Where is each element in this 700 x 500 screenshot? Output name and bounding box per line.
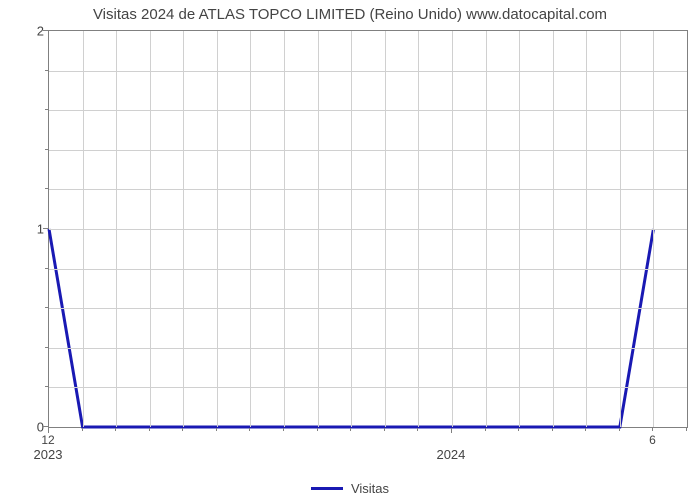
y-tick-label: 2 [4,24,44,39]
x-tick-mark-minor [350,428,351,431]
x-gridline [519,31,520,427]
y-gridline-minor [49,189,687,190]
y-tick-label: 0 [4,420,44,435]
y-tick-mark [43,426,48,427]
y-tick-mark-minor [45,149,48,150]
y-gridline-minor [49,71,687,72]
x-gridline [418,31,419,427]
y-gridline-minor [49,150,687,151]
y-gridline-minor [49,308,687,309]
x-tick-mark-minor [283,428,284,431]
x-tick-mark-minor [149,428,150,431]
legend: Visitas [0,477,700,496]
legend-item-visitas: Visitas [311,481,389,496]
x-tick-mark-major [451,428,452,433]
x-gridline [250,31,251,427]
y-tick-mark-minor [45,70,48,71]
x-tick-mark-minor [417,428,418,431]
x-tick-mark-minor [552,428,553,431]
y-tick-mark-minor [45,109,48,110]
x-tick-label-year: 2024 [436,447,465,462]
x-gridline [653,31,654,427]
x-tick-mark-minor [182,428,183,431]
x-tick-mark-minor [585,428,586,431]
x-tick-mark-minor [317,428,318,431]
legend-swatch [311,487,343,490]
x-gridline [586,31,587,427]
x-tick-label-year: 2023 [34,447,63,462]
legend-label: Visitas [351,481,389,496]
y-tick-mark [43,228,48,229]
x-gridline [553,31,554,427]
x-tick-mark-minor [82,428,83,431]
x-tick-mark-minor [686,428,687,431]
y-tick-mark-minor [45,307,48,308]
x-tick-mark-minor [619,428,620,431]
x-tick-mark-minor [485,428,486,431]
y-tick-label: 1 [4,222,44,237]
plot-area [48,30,688,428]
y-tick-mark [43,30,48,31]
x-tick-label-month: 6 [649,433,656,447]
y-tick-mark-minor [45,268,48,269]
x-tick-mark-minor [518,428,519,431]
y-gridline-minor [49,348,687,349]
y-tick-mark-minor [45,188,48,189]
x-gridline [150,31,151,427]
y-gridline-minor [49,110,687,111]
x-gridline [318,31,319,427]
x-gridline [83,31,84,427]
y-tick-mark-minor [45,347,48,348]
y-gridline-major [49,229,687,230]
x-gridline [183,31,184,427]
x-tick-label-month: 12 [41,433,54,447]
x-gridline [116,31,117,427]
x-gridline [486,31,487,427]
x-tick-mark-minor [384,428,385,431]
x-gridline [217,31,218,427]
x-gridline [351,31,352,427]
y-tick-mark-minor [45,386,48,387]
x-tick-mark-minor [216,428,217,431]
x-gridline [385,31,386,427]
x-gridline [620,31,621,427]
x-gridline [452,31,453,427]
x-tick-mark-minor [652,428,653,431]
y-gridline-minor [49,269,687,270]
x-tick-mark-minor [115,428,116,431]
chart-container: Visitas 2024 de ATLAS TOPCO LIMITED (Rei… [0,0,700,500]
y-gridline-minor [49,387,687,388]
chart-title: Visitas 2024 de ATLAS TOPCO LIMITED (Rei… [0,6,700,23]
x-gridline [284,31,285,427]
x-tick-mark-minor [249,428,250,431]
